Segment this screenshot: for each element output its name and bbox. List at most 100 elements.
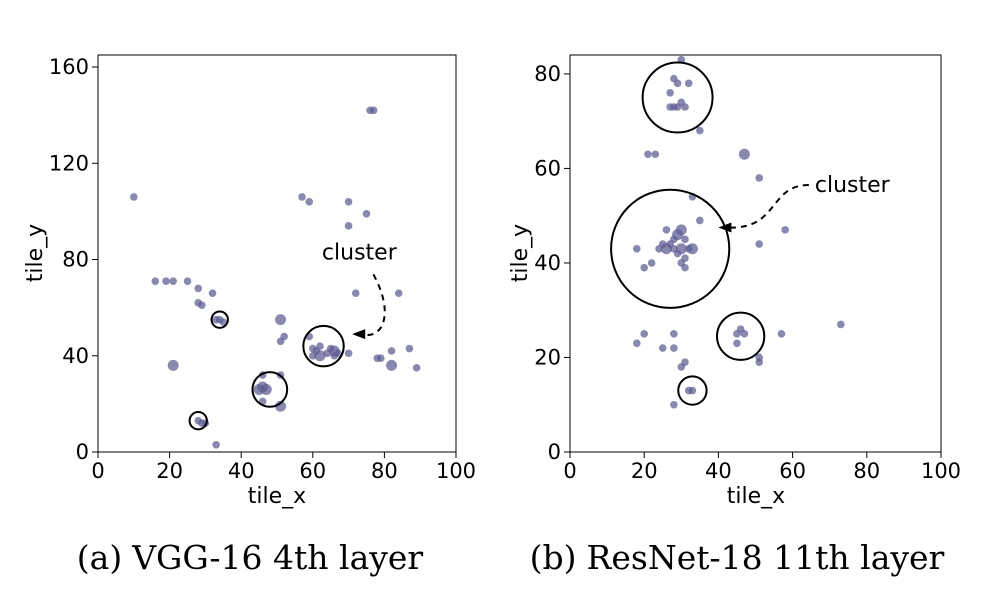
data-point <box>330 351 339 360</box>
data-point <box>162 277 170 285</box>
data-point <box>651 150 660 159</box>
data-point <box>351 289 360 298</box>
data-point <box>684 79 693 88</box>
data-point <box>344 349 353 358</box>
data-point <box>405 344 414 353</box>
data-point <box>738 148 750 160</box>
data-point <box>681 235 689 244</box>
cluster-circle <box>188 411 208 431</box>
x-tick-label: 40 <box>705 459 732 483</box>
points <box>632 55 845 409</box>
data-point <box>344 197 353 206</box>
data-point <box>662 226 671 234</box>
x-tick-label: 100 <box>921 459 961 483</box>
annotation-arrow <box>361 273 386 336</box>
data-point <box>377 354 385 362</box>
data-point <box>696 216 704 225</box>
data-point <box>314 350 326 362</box>
cluster-circle <box>302 324 345 368</box>
cluster-circle <box>716 311 766 361</box>
x-tick-label: 60 <box>779 459 806 483</box>
data-point <box>183 277 192 285</box>
y-tick-label: 160 <box>49 55 89 79</box>
data-point <box>169 277 177 285</box>
data-point <box>755 240 764 248</box>
x-tick-label: 20 <box>631 459 658 483</box>
data-point <box>686 243 698 255</box>
data-point <box>655 244 663 253</box>
data-point <box>688 386 697 395</box>
annotation-label: cluster <box>815 173 891 198</box>
caption-tag: (b) <box>530 538 577 577</box>
y-tick-label: 20 <box>534 345 561 369</box>
x-tick-label: 60 <box>299 459 326 483</box>
cluster-circle <box>210 310 229 329</box>
annotation: cluster <box>718 173 891 233</box>
data-point <box>675 243 687 255</box>
data-point <box>632 244 641 253</box>
data-point <box>412 363 421 372</box>
caption-title: VGG-16 4th layer <box>131 538 423 577</box>
data-point <box>755 174 764 182</box>
data-point <box>696 126 704 135</box>
y-tick-label: 0 <box>548 440 561 464</box>
y-tick-label: 40 <box>62 344 89 368</box>
data-point <box>740 330 749 338</box>
data-point <box>362 210 371 218</box>
data-point <box>275 400 287 412</box>
data-point <box>777 330 786 338</box>
x-tick-label: 80 <box>853 459 880 483</box>
data-point <box>755 358 764 367</box>
annotation-label: cluster <box>322 240 398 265</box>
data-point <box>309 351 317 360</box>
data-point <box>640 263 648 272</box>
ticks: 0 20 40 60 80 100 0 40 80 120 160 <box>49 55 476 483</box>
x-tick-label: 0 <box>91 459 104 483</box>
y-tick-label: 80 <box>534 62 561 86</box>
data-point <box>781 226 789 234</box>
data-point <box>198 301 206 310</box>
x-tick-label: 80 <box>371 459 398 483</box>
data-point <box>316 342 324 350</box>
data-point <box>681 263 689 272</box>
data-point <box>387 347 396 355</box>
annotation-arrowhead <box>718 222 732 233</box>
data-point <box>670 330 678 338</box>
data-point <box>275 314 287 326</box>
data-point <box>130 193 138 201</box>
data-point <box>640 330 648 338</box>
data-point <box>305 197 314 206</box>
data-point <box>394 289 403 298</box>
annotation-arrowhead <box>352 329 366 340</box>
cluster-circle <box>610 188 731 309</box>
x-tick-label: 40 <box>228 459 255 483</box>
y-tick-label: 60 <box>534 156 561 180</box>
data-point <box>670 400 678 409</box>
x-tick-label: 0 <box>563 459 576 483</box>
data-point <box>681 103 689 111</box>
data-point <box>276 337 285 346</box>
caption-tag: (a) <box>77 538 122 577</box>
y-tick-label: 120 <box>49 151 89 175</box>
plot-frame <box>97 54 457 453</box>
data-point <box>632 339 641 348</box>
data-point <box>208 289 217 298</box>
y-tick-label: 40 <box>534 251 561 275</box>
data-point <box>167 359 179 371</box>
data-point <box>647 259 656 267</box>
data-point <box>733 339 741 348</box>
data-point <box>260 383 272 395</box>
x-tick-label: 20 <box>156 459 183 483</box>
y-tick-label: 0 <box>76 440 89 464</box>
data-point <box>666 89 674 97</box>
data-point <box>677 363 686 371</box>
data-point <box>673 79 682 88</box>
plot-frame <box>569 54 942 453</box>
data-point <box>675 224 687 236</box>
cluster-circle <box>251 371 289 408</box>
panel-a: 0 20 40 60 80 100 0 40 80 120 160 cluster tile_x t… <box>23 54 476 577</box>
caption-title: ResNet-18 11th layer <box>587 538 945 577</box>
panel-b: 0 20 40 60 80 100 0 20 40 60 80 cluster tile_x til… <box>508 54 961 577</box>
y-axis-label: tile_y <box>23 224 48 282</box>
